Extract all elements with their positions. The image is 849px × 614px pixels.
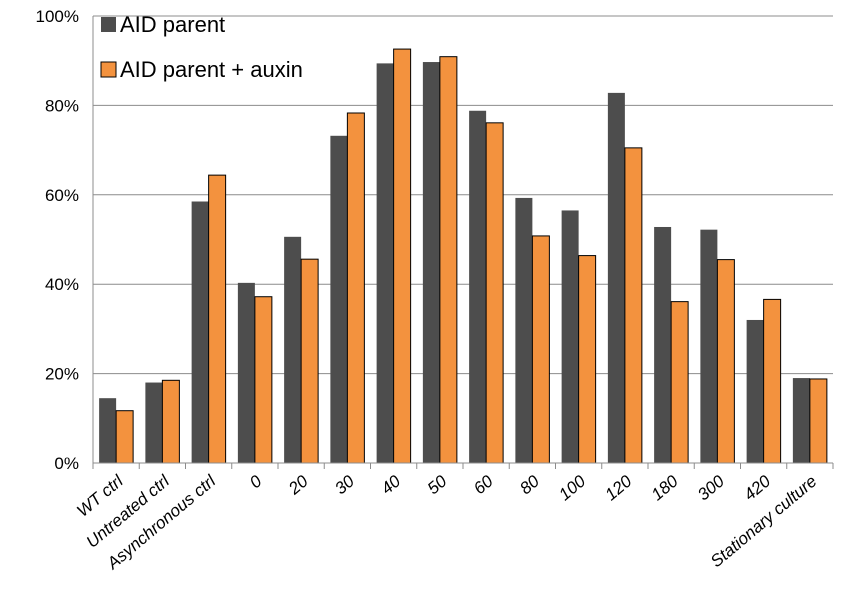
x-category-label: 300 [694,471,728,504]
legend-swatch [101,17,116,32]
bar-aid-parent-auxin [393,48,412,464]
bar-aid-parent-auxin [439,56,458,464]
bar-aid-parent-auxin [346,112,365,464]
x-category-label: 40 [377,471,404,498]
bar-aid-parent [700,229,718,463]
legend-label: AID parent + auxin [120,57,303,82]
bar-aid-parent-auxin [624,147,643,464]
bar-aid-parent-auxin [531,235,550,464]
bar-aid-parent [145,382,163,463]
bar-aid-parent-auxin [716,259,735,464]
legend-swatch [100,61,117,78]
x-category-label: 0 [246,471,266,492]
legend-label: AID parent [120,12,225,37]
bar-aid-parent [607,92,625,463]
bar-aid-parent [469,110,487,463]
y-axis-tick-labels: 0% 20% 40% 60% 80% 100% [36,7,79,473]
bar-aid-parent-auxin [763,298,782,464]
bar-aid-parent-auxin [485,122,504,464]
x-category-label: 50 [424,471,451,498]
bar-aid-parent [191,201,209,463]
bar-aid-parent [561,210,579,463]
y-tick-label: 20% [45,365,79,384]
bar-aid-parent-auxin [208,174,227,464]
x-category-label: 60 [470,471,497,498]
bar-aid-parent [792,378,810,463]
x-category-label: 180 [648,471,682,504]
bar-aid-parent-auxin [670,301,689,464]
y-tick-label: 100% [36,7,79,26]
y-tick-label: 0% [54,454,79,473]
x-category-label: 20 [284,471,312,499]
bar-aid-parent [515,197,533,463]
bar-aid-parent-auxin [254,296,273,464]
bar-aid-parent [99,398,117,463]
bar-aid-parent [330,135,348,463]
y-tick-label: 40% [45,275,79,294]
x-category-label: 420 [740,471,774,504]
x-category-label: 30 [331,471,358,498]
bar-aid-parent [376,63,394,464]
bar-aid-parent-auxin [161,379,180,464]
x-category-label: 80 [516,471,543,498]
y-tick-label: 80% [45,96,79,115]
bar-aid-parent [654,226,672,463]
x-axis [92,16,834,469]
x-category-label: 120 [601,471,635,504]
bar-aid-parent-auxin [115,410,134,464]
x-category-label: 100 [555,471,589,504]
bar-aid-parent [746,319,764,463]
legend: AID parent AID parent + auxin [100,12,303,82]
bar-aid-parent-auxin [578,255,597,464]
bar-aid-parent-auxin [809,378,828,464]
bar-aid-parent [284,236,302,463]
bars [99,48,828,464]
bar-aid-parent-auxin [300,258,319,464]
bar-aid-parent [422,62,440,463]
y-tick-label: 60% [45,186,79,205]
bar-aid-parent [237,282,255,463]
